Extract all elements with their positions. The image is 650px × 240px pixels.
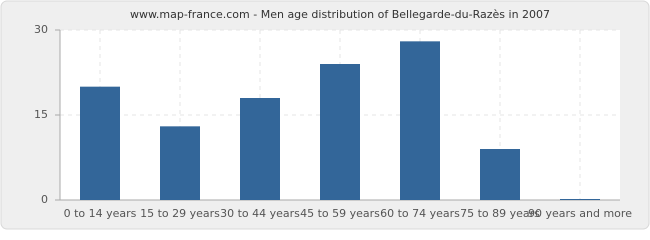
chart: www.map-france.com - Men age distributio…	[0, 0, 650, 230]
bar	[560, 199, 600, 200]
bar	[480, 149, 520, 200]
y-tick-label: 0	[41, 193, 48, 206]
x-tick-label: 75 to 89 years	[460, 207, 540, 220]
bar	[320, 64, 360, 200]
x-tick-label: 90 years and more	[528, 207, 632, 220]
chart-title: www.map-france.com - Men age distributio…	[130, 8, 550, 21]
bar	[80, 86, 120, 200]
x-tick-label: 30 to 44 years	[220, 207, 300, 220]
y-tick-label: 30	[34, 23, 48, 36]
bar	[240, 98, 280, 200]
x-tick-label: 0 to 14 years	[64, 207, 137, 220]
x-tick-label: 15 to 29 years	[140, 207, 220, 220]
bar	[400, 41, 440, 201]
bar	[160, 126, 200, 200]
x-tick-label: 60 to 74 years	[380, 207, 460, 220]
y-tick-label: 15	[34, 108, 48, 121]
x-tick-label: 45 to 59 years	[300, 207, 380, 220]
